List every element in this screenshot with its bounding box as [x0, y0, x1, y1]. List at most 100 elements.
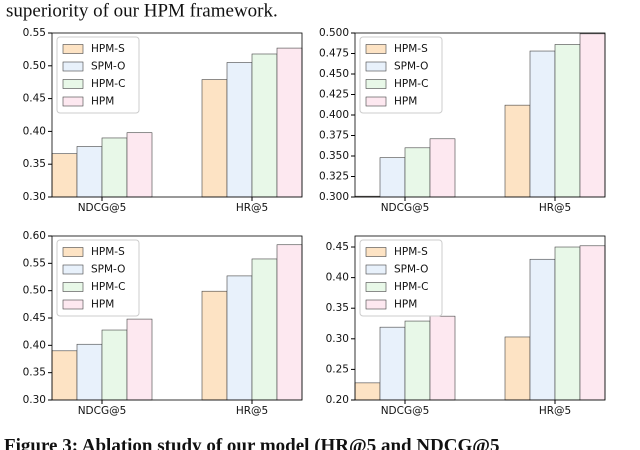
- y-tick-label: 0.40: [23, 125, 46, 137]
- y-tick-label: 0.30: [23, 394, 46, 406]
- legend-label: HPM-C: [394, 281, 428, 293]
- y-tick-label: 0.30: [23, 191, 46, 203]
- bar: [554, 246, 581, 401]
- bar: [276, 244, 303, 401]
- bar: [126, 132, 153, 198]
- y-tick-label: 0.40: [23, 339, 46, 351]
- y-tick-label: 0.40: [326, 272, 349, 284]
- caption: Figure 3: Ablation study of our model (H…: [4, 435, 499, 450]
- legend-label: HPM-C: [91, 78, 125, 90]
- legend-swatch: [365, 264, 387, 275]
- legend-swatch: [62, 79, 84, 89]
- x-tick-label: HR@5: [539, 405, 571, 417]
- bar: [379, 326, 406, 401]
- x-tick-label: HR@5: [236, 202, 268, 214]
- bar: [101, 329, 128, 401]
- y-tick-label: 0.55: [23, 27, 46, 39]
- bar: [429, 315, 456, 401]
- header-text: superiority of our HPM framework.: [6, 0, 278, 21]
- legend-box: [56, 239, 140, 317]
- legend-swatch: [62, 44, 84, 54]
- legend-box: [359, 239, 443, 317]
- y-tick-label: 0.500: [319, 27, 349, 39]
- y-tick-label: 0.35: [23, 367, 46, 379]
- legend-label: HPM: [91, 96, 114, 108]
- legend-swatch: [365, 299, 387, 310]
- bar: [529, 50, 556, 198]
- x-tick-label: NDCG@5: [381, 405, 430, 417]
- y-tick-label: 0.45: [23, 312, 46, 324]
- legend-swatch: [62, 247, 84, 257]
- y-tick-label: 0.325: [319, 171, 349, 183]
- bar: [554, 44, 581, 198]
- y-tick-label: 0.25: [326, 363, 349, 375]
- legend-label: SPM-O: [394, 61, 428, 73]
- y-tick-label: 0.30: [326, 333, 349, 345]
- x-tick-label: NDCG@5: [381, 202, 430, 214]
- legend-label: SPM-O: [91, 264, 125, 276]
- plot-frame: [51, 235, 303, 401]
- bar: [276, 47, 303, 198]
- legend-label: HPM-S: [394, 43, 428, 55]
- bar: [76, 343, 103, 401]
- y-tick-label: 0.50: [23, 60, 46, 72]
- plot-frame: [354, 32, 606, 198]
- bar: [579, 245, 606, 401]
- legend-swatch: [62, 61, 84, 72]
- bar: [51, 350, 78, 401]
- bar: [126, 318, 153, 401]
- bar: [354, 382, 381, 401]
- legend-swatch: [365, 282, 387, 292]
- legend-swatch: [62, 96, 84, 107]
- legend-label: HPM-S: [394, 246, 428, 258]
- bar: [579, 33, 606, 198]
- legend-swatch: [365, 44, 387, 54]
- y-tick-label: 0.350: [319, 150, 349, 162]
- bar: [429, 138, 456, 198]
- legend-box: [56, 36, 140, 114]
- legend-swatch: [365, 247, 387, 257]
- legend-label: HPM: [91, 299, 114, 311]
- legend-swatch: [62, 299, 84, 310]
- y-tick-label: 0.60: [23, 230, 46, 242]
- bar: [504, 336, 531, 401]
- bar: [251, 53, 278, 198]
- legend-label: HPM-S: [91, 246, 125, 258]
- y-tick-label: 0.50: [23, 285, 46, 297]
- bar: [404, 147, 431, 198]
- x-tick-label: NDCG@5: [78, 405, 127, 417]
- bar: [251, 258, 278, 401]
- bar: [201, 290, 228, 401]
- y-tick-label: 0.425: [319, 89, 349, 101]
- legend-box: [359, 36, 443, 114]
- y-tick-label: 0.45: [326, 241, 349, 253]
- bar: [529, 258, 556, 401]
- bar: [404, 320, 431, 401]
- y-tick-label: 0.35: [23, 158, 46, 170]
- y-tick-label: 0.375: [319, 130, 349, 142]
- bar: [76, 146, 103, 198]
- legend-swatch: [62, 264, 84, 275]
- x-tick-label: HR@5: [236, 405, 268, 417]
- plot-frame: [354, 235, 606, 401]
- bar: [226, 275, 253, 401]
- y-tick-label: 0.475: [319, 48, 349, 60]
- legend-label: HPM-S: [91, 43, 125, 55]
- plot-frame: [51, 32, 303, 198]
- legend-label: HPM: [394, 96, 417, 108]
- bar: [101, 137, 128, 198]
- bar: [226, 62, 253, 198]
- legend-swatch: [365, 96, 387, 107]
- legend-swatch: [365, 61, 387, 72]
- bar: [379, 157, 406, 198]
- y-tick-label: 0.35: [326, 302, 349, 314]
- bar: [201, 79, 228, 198]
- x-tick-label: HR@5: [539, 202, 571, 214]
- legend-label: HPM: [394, 299, 417, 311]
- bar: [504, 104, 531, 198]
- legend-swatch: [62, 282, 84, 292]
- y-tick-label: 0.45: [23, 93, 46, 105]
- legend-swatch: [365, 79, 387, 89]
